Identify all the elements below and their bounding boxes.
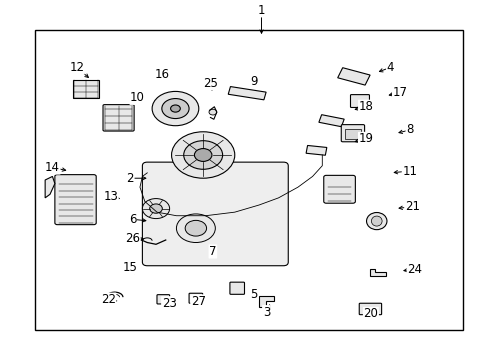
Text: 10: 10 [130,91,144,104]
FancyBboxPatch shape [341,125,364,142]
FancyBboxPatch shape [142,162,287,266]
Text: 2: 2 [126,172,134,185]
Text: 15: 15 [122,261,138,274]
Circle shape [149,204,162,213]
Bar [305,145,326,155]
Text: 27: 27 [190,295,205,308]
Text: 20: 20 [363,307,378,320]
Text: 16: 16 [154,68,169,81]
Circle shape [176,214,215,243]
Circle shape [183,141,222,169]
Circle shape [171,132,234,178]
Polygon shape [259,296,273,307]
Text: 17: 17 [392,86,407,99]
Text: 22: 22 [101,293,116,306]
Ellipse shape [366,212,386,230]
Text: 18: 18 [358,100,373,113]
Polygon shape [369,269,385,276]
Text: 19: 19 [358,132,373,145]
Polygon shape [123,265,134,274]
Bar [73,80,99,98]
Text: 1: 1 [257,4,264,17]
Text: 23: 23 [162,297,176,310]
Polygon shape [45,176,55,198]
FancyBboxPatch shape [157,295,169,304]
FancyBboxPatch shape [229,282,244,294]
FancyBboxPatch shape [359,303,381,315]
Text: 25: 25 [203,77,218,90]
Text: 9: 9 [250,75,258,88]
Text: 7: 7 [209,245,216,258]
Text: 11: 11 [402,165,416,177]
FancyBboxPatch shape [189,293,202,303]
FancyBboxPatch shape [55,175,96,225]
Text: 13: 13 [103,190,118,203]
Ellipse shape [371,216,381,226]
Circle shape [185,220,206,236]
Text: 3: 3 [262,306,269,319]
Text: 21: 21 [404,200,419,213]
Text: 26: 26 [125,233,140,246]
Text: 8: 8 [406,123,413,136]
Bar [228,86,265,100]
Text: 6: 6 [129,213,136,226]
Text: 12: 12 [69,61,84,74]
Text: 4: 4 [386,61,393,74]
Circle shape [162,99,189,118]
Text: 24: 24 [407,263,421,276]
Circle shape [194,149,211,161]
Bar [337,68,369,85]
Bar [344,129,361,139]
Circle shape [208,109,216,115]
FancyBboxPatch shape [323,175,355,203]
Bar [35,30,462,330]
Circle shape [152,91,199,126]
Text: 14: 14 [45,161,60,174]
Circle shape [170,105,180,112]
FancyBboxPatch shape [103,105,134,131]
Circle shape [142,199,169,219]
Bar [318,115,344,127]
FancyBboxPatch shape [350,95,369,108]
Text: 5: 5 [250,288,257,301]
